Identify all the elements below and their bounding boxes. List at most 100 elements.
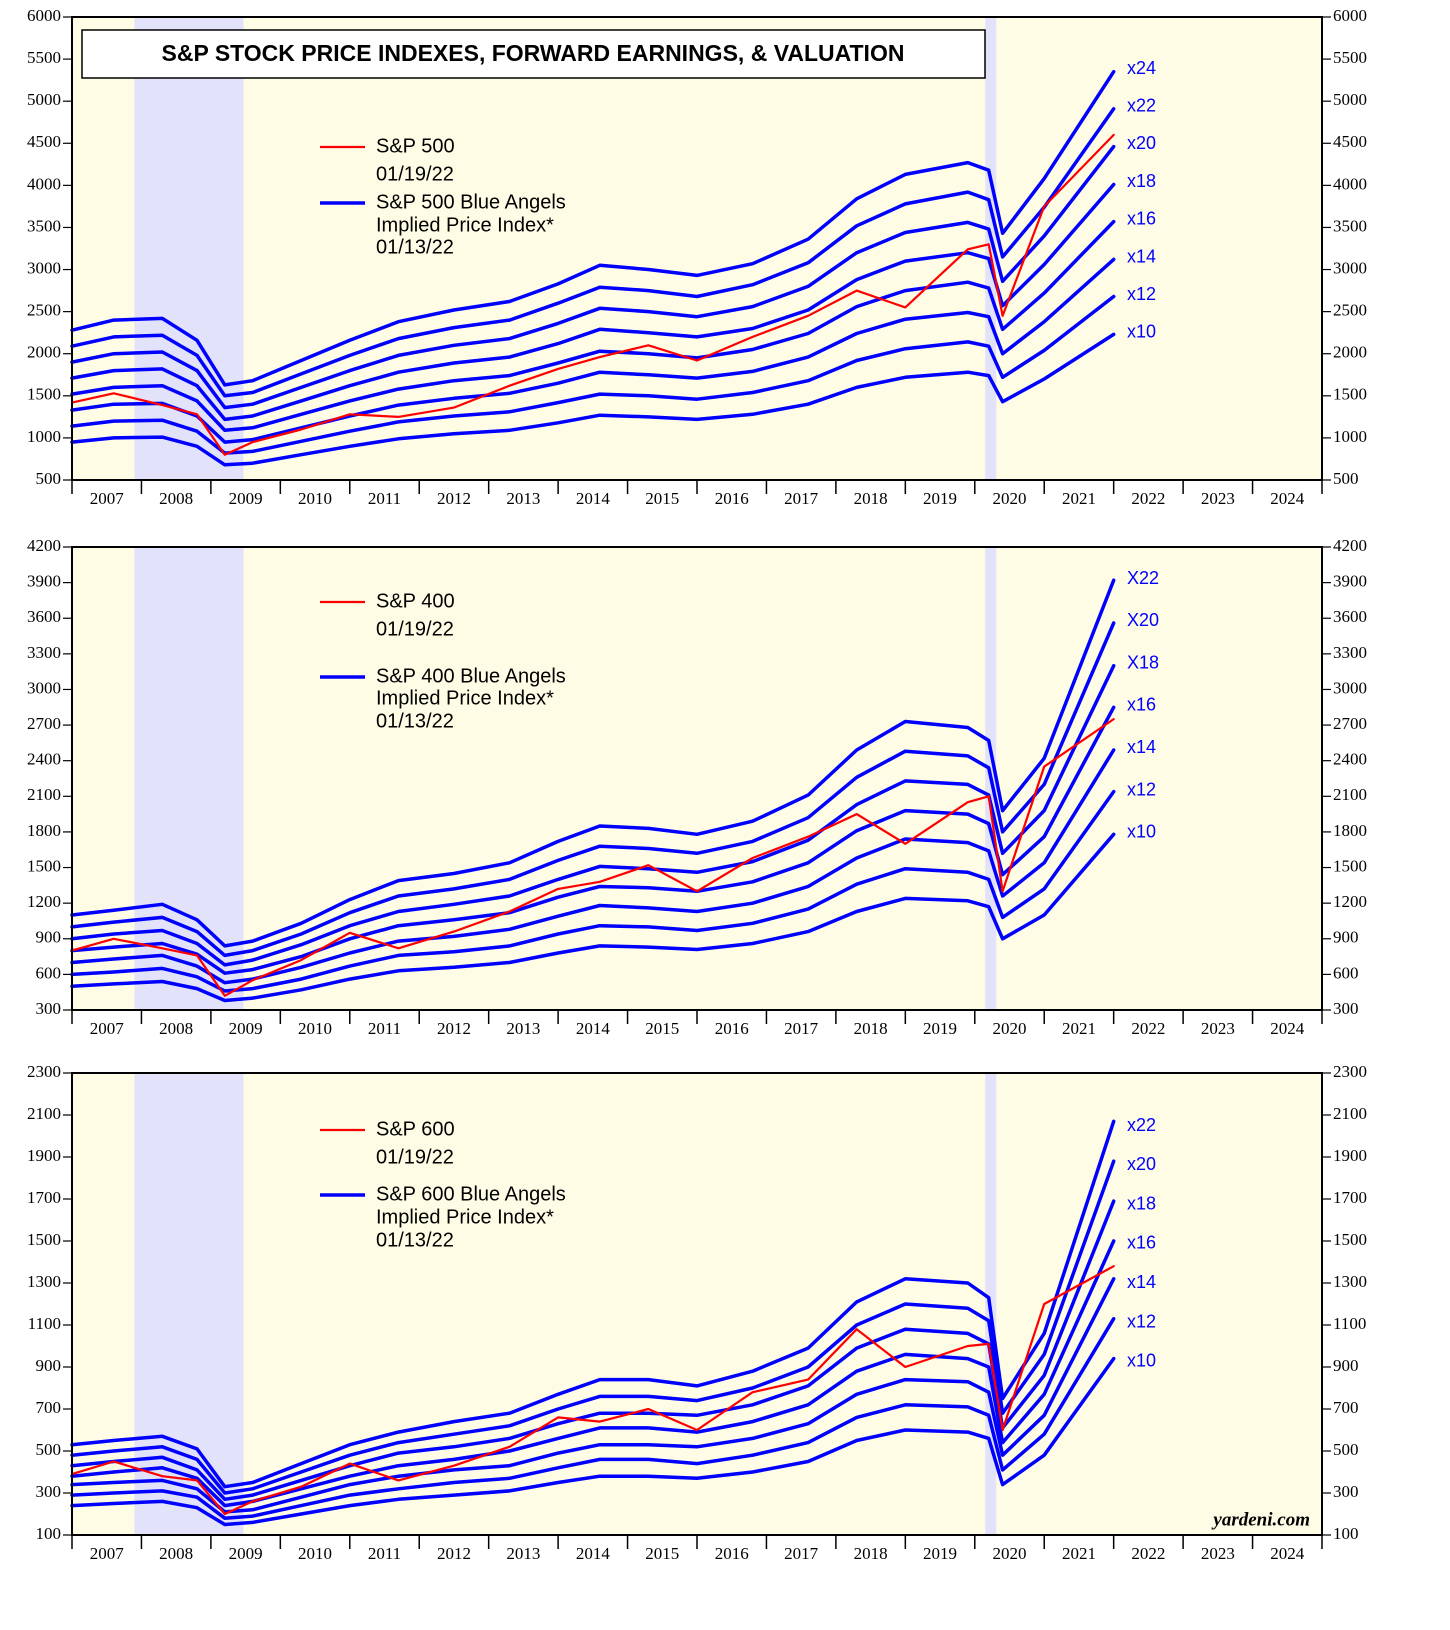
x-tick-label: 2019	[923, 489, 957, 508]
multiple-label: x12	[1127, 284, 1156, 304]
y-tick-label: 1500	[27, 856, 61, 875]
x-tick-label: 2015	[645, 1019, 679, 1038]
x-tick-label: 2023	[1201, 1019, 1235, 1038]
y2-tick-label: 600	[1333, 963, 1359, 982]
multiple-line	[70, 332, 1116, 467]
multiple-line	[70, 107, 1116, 398]
y-tick-label: 2500	[27, 301, 61, 320]
multiple-line	[70, 1239, 1116, 1508]
y-tick-label: 3600	[27, 607, 61, 626]
y2-tick-label: 500	[1333, 469, 1359, 488]
legend-date: 01/13/22	[376, 1229, 454, 1251]
legend-date: 01/19/22	[376, 618, 454, 640]
x-tick-label: 2011	[368, 1544, 401, 1563]
index-line	[70, 718, 1115, 997]
multiple-label: X22	[1127, 568, 1159, 588]
y2-tick-label: 3000	[1333, 258, 1367, 277]
y-tick-label: 5500	[27, 48, 61, 67]
y2-tick-label: 500	[1333, 1440, 1359, 1459]
y-tick-label: 2300	[27, 1062, 61, 1081]
y2-tick-label: 300	[1333, 999, 1359, 1018]
legend-date: 01/13/22	[376, 710, 454, 732]
y2-tick-label: 2100	[1333, 785, 1367, 804]
multiple-label: x20	[1127, 1154, 1156, 1174]
x-tick-label: 2007	[90, 489, 125, 508]
y-tick-label: 300	[36, 999, 62, 1018]
y-tick-label: 2400	[27, 750, 61, 769]
y2-tick-label: 300	[1333, 1482, 1359, 1501]
multiple-label: x18	[1127, 171, 1156, 191]
x-tick-label: 2014	[576, 1019, 611, 1038]
y2-tick-label: 2400	[1333, 750, 1367, 769]
x-tick-label: 2023	[1201, 489, 1235, 508]
plot-frame	[71, 546, 1323, 1011]
multiple-line	[70, 663, 1116, 967]
x-tick-label: 2015	[645, 1544, 679, 1563]
y2-tick-label: 1700	[1333, 1188, 1367, 1207]
x-tick-label: 2007	[90, 1019, 125, 1038]
plot-background	[72, 1073, 1322, 1535]
x-tick-label: 2016	[715, 489, 749, 508]
legend-label: S&P 600 Blue Angels	[376, 1183, 566, 1205]
y2-tick-label: 3500	[1333, 216, 1367, 235]
index-line	[70, 133, 1115, 456]
multiple-line	[70, 748, 1116, 985]
y-tick-label: 1200	[27, 892, 61, 911]
multiple-label: x10	[1127, 822, 1156, 842]
multiple-line	[70, 621, 1116, 958]
x-tick-label: 2015	[645, 489, 679, 508]
y-tick-label: 700	[36, 1398, 62, 1417]
x-tick-label: 2021	[1062, 489, 1096, 508]
multiple-label: x18	[1127, 1193, 1156, 1213]
y2-tick-label: 1100	[1333, 1314, 1366, 1333]
multiple-line	[70, 1159, 1116, 1495]
y2-tick-label: 3600	[1333, 607, 1367, 626]
multiple-label: X18	[1127, 652, 1159, 672]
x-tick-label: 2017	[784, 1019, 819, 1038]
x-tick-label: 2021	[1062, 1019, 1096, 1038]
legend-date: 01/13/22	[376, 236, 454, 258]
y-tick-label: 600	[36, 963, 62, 982]
x-tick-label: 2011	[368, 489, 401, 508]
x-tick-label: 2014	[576, 489, 611, 508]
y-tick-label: 500	[36, 469, 62, 488]
x-tick-label: 2019	[923, 1019, 957, 1038]
multiple-label: x14	[1127, 737, 1156, 757]
y-tick-label: 100	[36, 1524, 62, 1543]
multiple-line	[70, 1316, 1116, 1520]
legend-label: S&P 500 Blue Angels	[376, 191, 566, 213]
y-tick-label: 3000	[27, 258, 61, 277]
y2-tick-label: 1500	[1333, 1230, 1367, 1249]
y2-tick-label: 1200	[1333, 892, 1367, 911]
x-tick-label: 2016	[715, 1019, 749, 1038]
x-tick-label: 2024	[1270, 1544, 1305, 1563]
multiple-label: x16	[1127, 1233, 1156, 1253]
plot-frame	[71, 16, 1323, 481]
title-box	[81, 29, 986, 79]
x-tick-label: 2010	[298, 1544, 332, 1563]
multiple-line	[70, 219, 1116, 433]
y2-tick-label: 2100	[1333, 1104, 1367, 1123]
y2-tick-label: 5000	[1333, 90, 1367, 109]
x-tick-label: 2018	[854, 489, 888, 508]
y2-tick-label: 700	[1333, 1398, 1359, 1417]
x-tick-label: 2012	[437, 1019, 471, 1038]
x-tick-label: 2016	[715, 1544, 749, 1563]
x-tick-label: 2020	[993, 1544, 1027, 1563]
x-tick-label: 2018	[854, 1544, 888, 1563]
x-tick-label: 2008	[159, 1019, 193, 1038]
x-tick-label: 2012	[437, 1544, 471, 1563]
x-tick-label: 2024	[1270, 1019, 1305, 1038]
x-tick-label: 2013	[506, 1544, 540, 1563]
multiple-label: x22	[1127, 1115, 1156, 1135]
y-tick-label: 2700	[27, 714, 61, 733]
y-tick-label: 1700	[27, 1188, 61, 1207]
multiple-label: x14	[1127, 1272, 1156, 1292]
y-tick-label: 2000	[27, 343, 61, 362]
x-tick-label: 2009	[229, 1019, 263, 1038]
y-tick-label: 3500	[27, 216, 61, 235]
y2-tick-label: 1500	[1333, 856, 1367, 875]
y-tick-label: 900	[36, 1356, 62, 1375]
x-tick-label: 2020	[993, 489, 1027, 508]
